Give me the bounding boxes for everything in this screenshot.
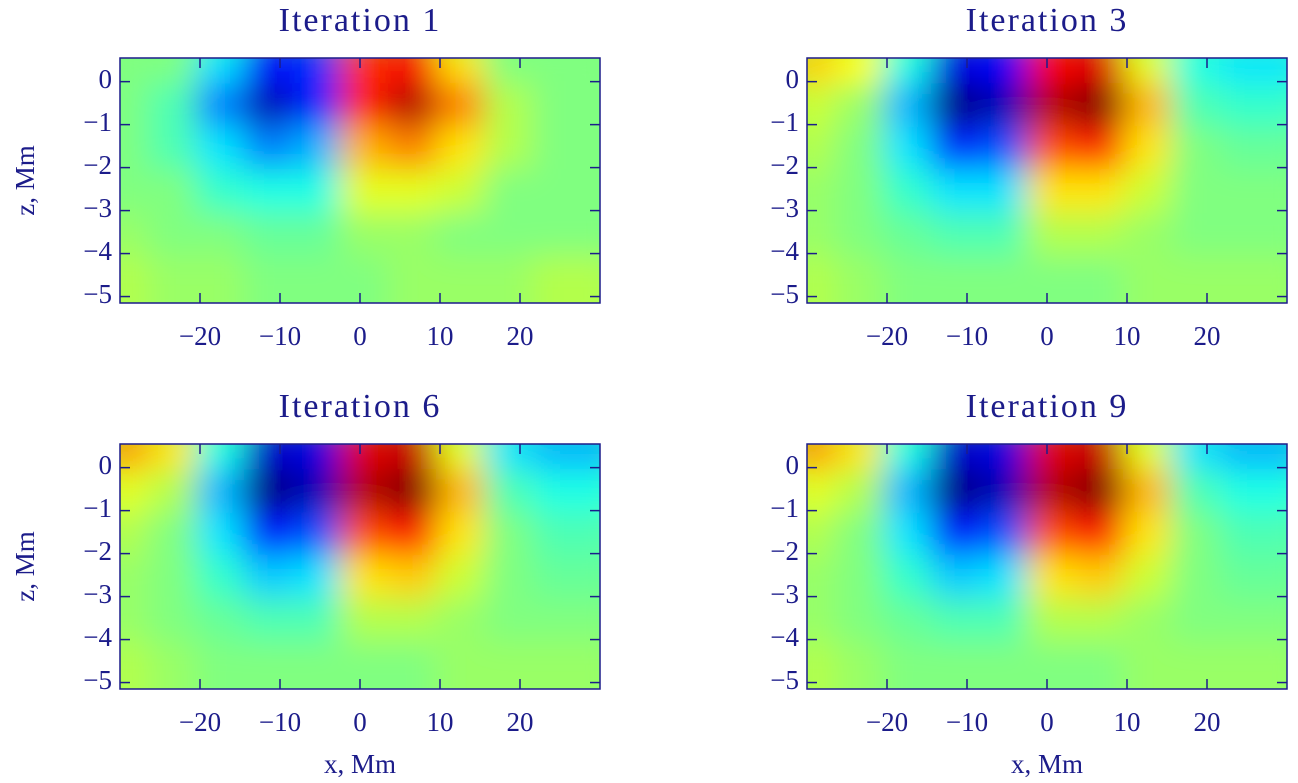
y-tick-label: 0 <box>786 64 800 94</box>
heatmap-cell <box>532 255 600 303</box>
y-tick-label: −5 <box>83 279 112 309</box>
x-tick-label: −10 <box>946 321 988 351</box>
y-axis-label: z, Mm <box>10 531 40 602</box>
y-tick-label: 0 <box>786 450 800 480</box>
x-tick-label: 0 <box>353 321 367 351</box>
panel: −20 −10 0 10 20 0 −1 −2 −3 −4 −5 Iteration 6 z, Mm x,… <box>10 388 601 779</box>
field <box>807 444 1287 689</box>
x-tick-label: 20 <box>1194 321 1221 351</box>
panel: −20 −10 0 10 20 0 −1 −2 −3 −4 −5 Iteration 1 z, Mm <box>10 2 601 351</box>
heatmap-cell <box>1219 255 1287 303</box>
y-tick-label: −4 <box>770 622 799 652</box>
field <box>120 58 600 303</box>
x-tick-label: 20 <box>1194 707 1221 737</box>
x-tick-label: 10 <box>1114 707 1141 737</box>
y-tick-label: −1 <box>770 493 799 523</box>
panel-title: Iteration 3 <box>966 2 1129 39</box>
y-tick-label: −4 <box>83 236 112 266</box>
cells <box>807 58 1287 303</box>
y-tick-label: −3 <box>83 193 112 223</box>
y-tick-label: −1 <box>83 107 112 137</box>
cells <box>120 444 600 689</box>
y-tick-label: −3 <box>83 579 112 609</box>
panel: −20 −10 0 10 20 0 −1 −2 −3 −4 −5 Iteration 3 <box>770 2 1288 351</box>
cells <box>807 444 1287 689</box>
y-tick-label: −5 <box>770 279 799 309</box>
x-tick-label: −10 <box>259 707 301 737</box>
y-tick-label: 0 <box>99 64 113 94</box>
heatmap-cell <box>1219 641 1287 689</box>
x-tick-label: −20 <box>866 321 908 351</box>
x-tick-label: 10 <box>427 707 454 737</box>
x-tick-label: 20 <box>507 321 534 351</box>
cells <box>120 58 600 303</box>
x-tick-label: −20 <box>866 707 908 737</box>
y-tick-label: −5 <box>770 665 799 695</box>
x-axis-label: x, Mm <box>324 749 396 779</box>
y-tick-label: −2 <box>83 150 112 180</box>
y-tick-label: −2 <box>83 536 112 566</box>
y-tick-label: −5 <box>83 665 112 695</box>
panel-title: Iteration 9 <box>966 388 1129 425</box>
x-tick-label: 0 <box>1040 321 1054 351</box>
heatmap-cell <box>532 641 600 689</box>
field <box>807 58 1287 303</box>
y-tick-label: −3 <box>770 193 799 223</box>
y-axis-label: z, Mm <box>10 145 40 216</box>
x-tick-label: 0 <box>1040 707 1054 737</box>
y-tick-label: −4 <box>770 236 799 266</box>
y-tick-label: −3 <box>770 579 799 609</box>
y-tick-label: −2 <box>770 150 799 180</box>
panel: −20 −10 0 10 20 0 −1 −2 −3 −4 −5 Iteration 9 x, Mm <box>770 388 1288 779</box>
x-tick-label: 0 <box>353 707 367 737</box>
field <box>120 444 600 689</box>
y-tick-label: −1 <box>83 493 112 523</box>
y-tick-label: −4 <box>83 622 112 652</box>
y-tick-label: 0 <box>99 450 113 480</box>
x-tick-label: 10 <box>1114 321 1141 351</box>
y-tick-label: −2 <box>770 536 799 566</box>
x-tick-label: −20 <box>179 321 221 351</box>
x-axis-label: x, Mm <box>1011 749 1083 779</box>
x-tick-label: −10 <box>946 707 988 737</box>
x-tick-label: 10 <box>427 321 454 351</box>
panel-title: Iteration 1 <box>279 2 442 39</box>
panel-title: Iteration 6 <box>279 388 442 425</box>
y-tick-label: −1 <box>770 107 799 137</box>
x-tick-label: −10 <box>259 321 301 351</box>
x-tick-label: −20 <box>179 707 221 737</box>
x-tick-label: 20 <box>507 707 534 737</box>
